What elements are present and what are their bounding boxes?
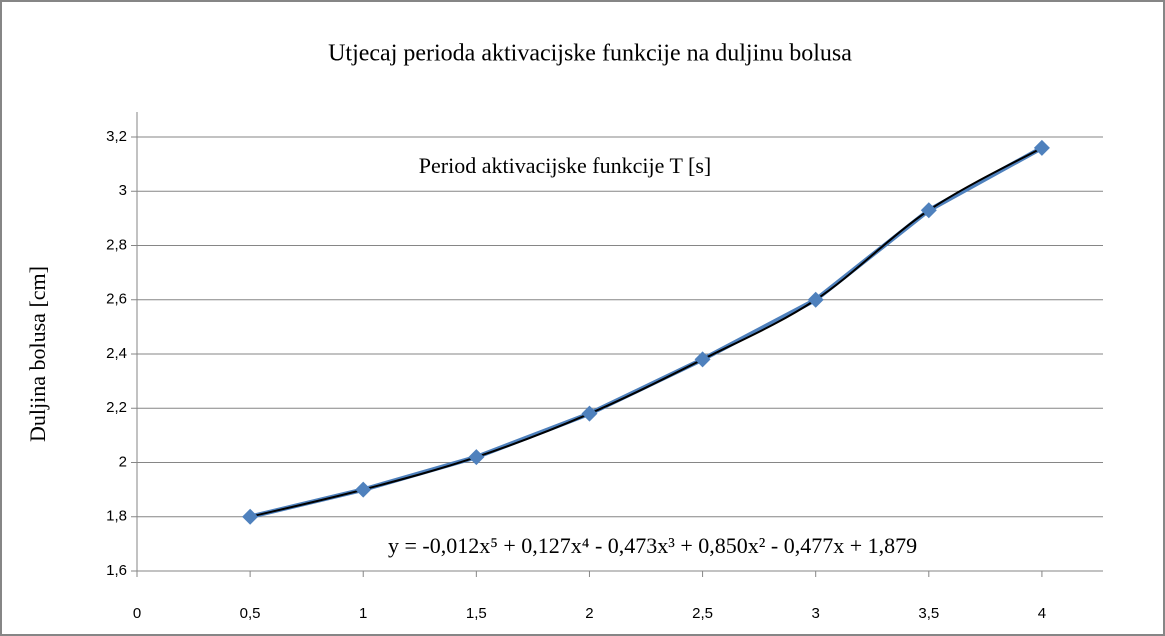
y-tick-label: 3,2 <box>106 128 127 145</box>
trendline <box>249 146 1043 518</box>
marker <box>468 449 485 466</box>
y-tick-label: 2,4 <box>106 345 127 362</box>
marker <box>807 291 824 308</box>
chart-title: Utjecaj perioda aktivacijske funkcije na… <box>328 41 852 67</box>
x-tick-label: 0,5 <box>240 605 261 622</box>
y-tick-label: 1,6 <box>106 562 127 579</box>
y-tick-label: 2,8 <box>106 236 127 253</box>
x-tick-label: 2 <box>585 605 593 622</box>
x-tick-label: 2,5 <box>692 605 713 622</box>
y-axis-label: Duljina bolusa [cm] <box>25 266 50 442</box>
x-tick-label: 1 <box>359 605 367 622</box>
equation: y = -0,012x⁵ + 0,127x⁴ - 0,473x³ + 0,850… <box>388 533 917 558</box>
x-tick-label: 1,5 <box>466 605 487 622</box>
marker <box>242 508 259 525</box>
x-tick-label: 4 <box>1038 605 1046 622</box>
y-tick-label: 3 <box>119 182 127 199</box>
y-tick-label: 1,8 <box>106 508 127 525</box>
x-axis-label: Period aktivacijske funkcije T [s] <box>419 153 711 178</box>
marker <box>1033 139 1050 156</box>
marker <box>581 405 598 422</box>
marker <box>920 202 937 219</box>
marker <box>694 351 711 368</box>
x-tick-label: 3,5 <box>918 605 939 622</box>
y-tick-label: 2,6 <box>106 291 127 308</box>
y-tick-label: 2,2 <box>106 399 127 416</box>
y-tick-label: 2 <box>119 453 127 470</box>
x-tick-label: 3 <box>812 605 820 622</box>
x-tick-label: 0 <box>133 605 141 622</box>
marker <box>355 481 372 498</box>
